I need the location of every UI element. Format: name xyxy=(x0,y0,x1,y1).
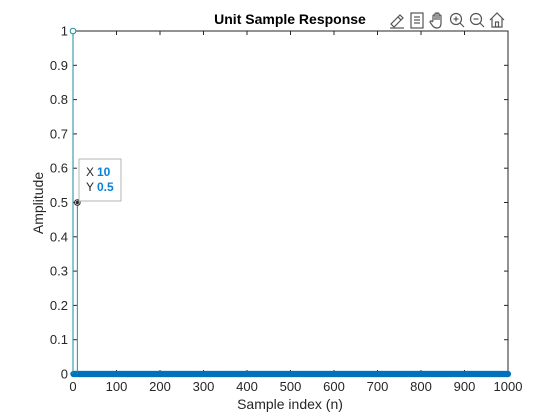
x-tick-label: 400 xyxy=(236,379,258,394)
x-tick-label: 200 xyxy=(149,379,171,394)
x-tick-label: 500 xyxy=(280,379,302,394)
y-tick-label: 0.6 xyxy=(50,161,68,176)
stem-series[interactable] xyxy=(69,27,512,378)
y-tick-label: 0.9 xyxy=(50,58,68,73)
x-tick-label: 0 xyxy=(69,379,76,394)
x-tick-label: 700 xyxy=(367,379,389,394)
axes-toolbar xyxy=(390,12,505,29)
x-tick-label: 900 xyxy=(454,379,476,394)
home-icon[interactable] xyxy=(489,12,505,28)
datatip-box xyxy=(78,158,122,202)
y-axis-label: Amplitude xyxy=(30,172,46,234)
brush-icon[interactable] xyxy=(390,14,404,29)
pan-icon[interactable] xyxy=(429,12,442,29)
datatip[interactable]: X 10 Y 0.5 xyxy=(76,158,122,204)
x-tick-label: 800 xyxy=(410,379,432,394)
y-tick-label: 0.3 xyxy=(50,264,68,279)
datatip-icon[interactable] xyxy=(410,12,424,29)
y-tick-label: 1 xyxy=(61,24,68,39)
y-tick-label: 0.1 xyxy=(50,332,68,347)
zoom-in-icon[interactable] xyxy=(449,12,465,28)
zoom-out-icon[interactable] xyxy=(469,12,485,28)
x-tick-label: 600 xyxy=(323,379,345,394)
datatip-y-value: 0.5 xyxy=(97,180,114,194)
y-tick-label: 0.4 xyxy=(50,229,68,244)
x-tick-label: 1000 xyxy=(494,379,523,394)
y-tick-label: 0.7 xyxy=(50,126,68,141)
stem-marker xyxy=(69,27,77,35)
datatip-x-label: X xyxy=(86,165,94,179)
y-tick-label: 0 xyxy=(61,367,68,382)
datatip-x-value: 10 xyxy=(97,165,111,179)
plot-area xyxy=(72,30,509,375)
y-tick-label: 0.8 xyxy=(50,92,68,107)
x-tick-label: 100 xyxy=(106,379,128,394)
axes: 0 100 200 300 400 500 600 700 800 900 1000 0 0.1 0.2 0… xyxy=(50,24,523,395)
chart-title: Unit Sample Response xyxy=(214,11,366,27)
datatip-y-label: Y xyxy=(86,180,94,194)
y-tick-label: 0.2 xyxy=(50,298,68,313)
x-tick-label: 300 xyxy=(193,379,215,394)
x-axis-label: Sample index (n) xyxy=(237,396,343,412)
y-tick-label: 0.5 xyxy=(50,195,68,210)
